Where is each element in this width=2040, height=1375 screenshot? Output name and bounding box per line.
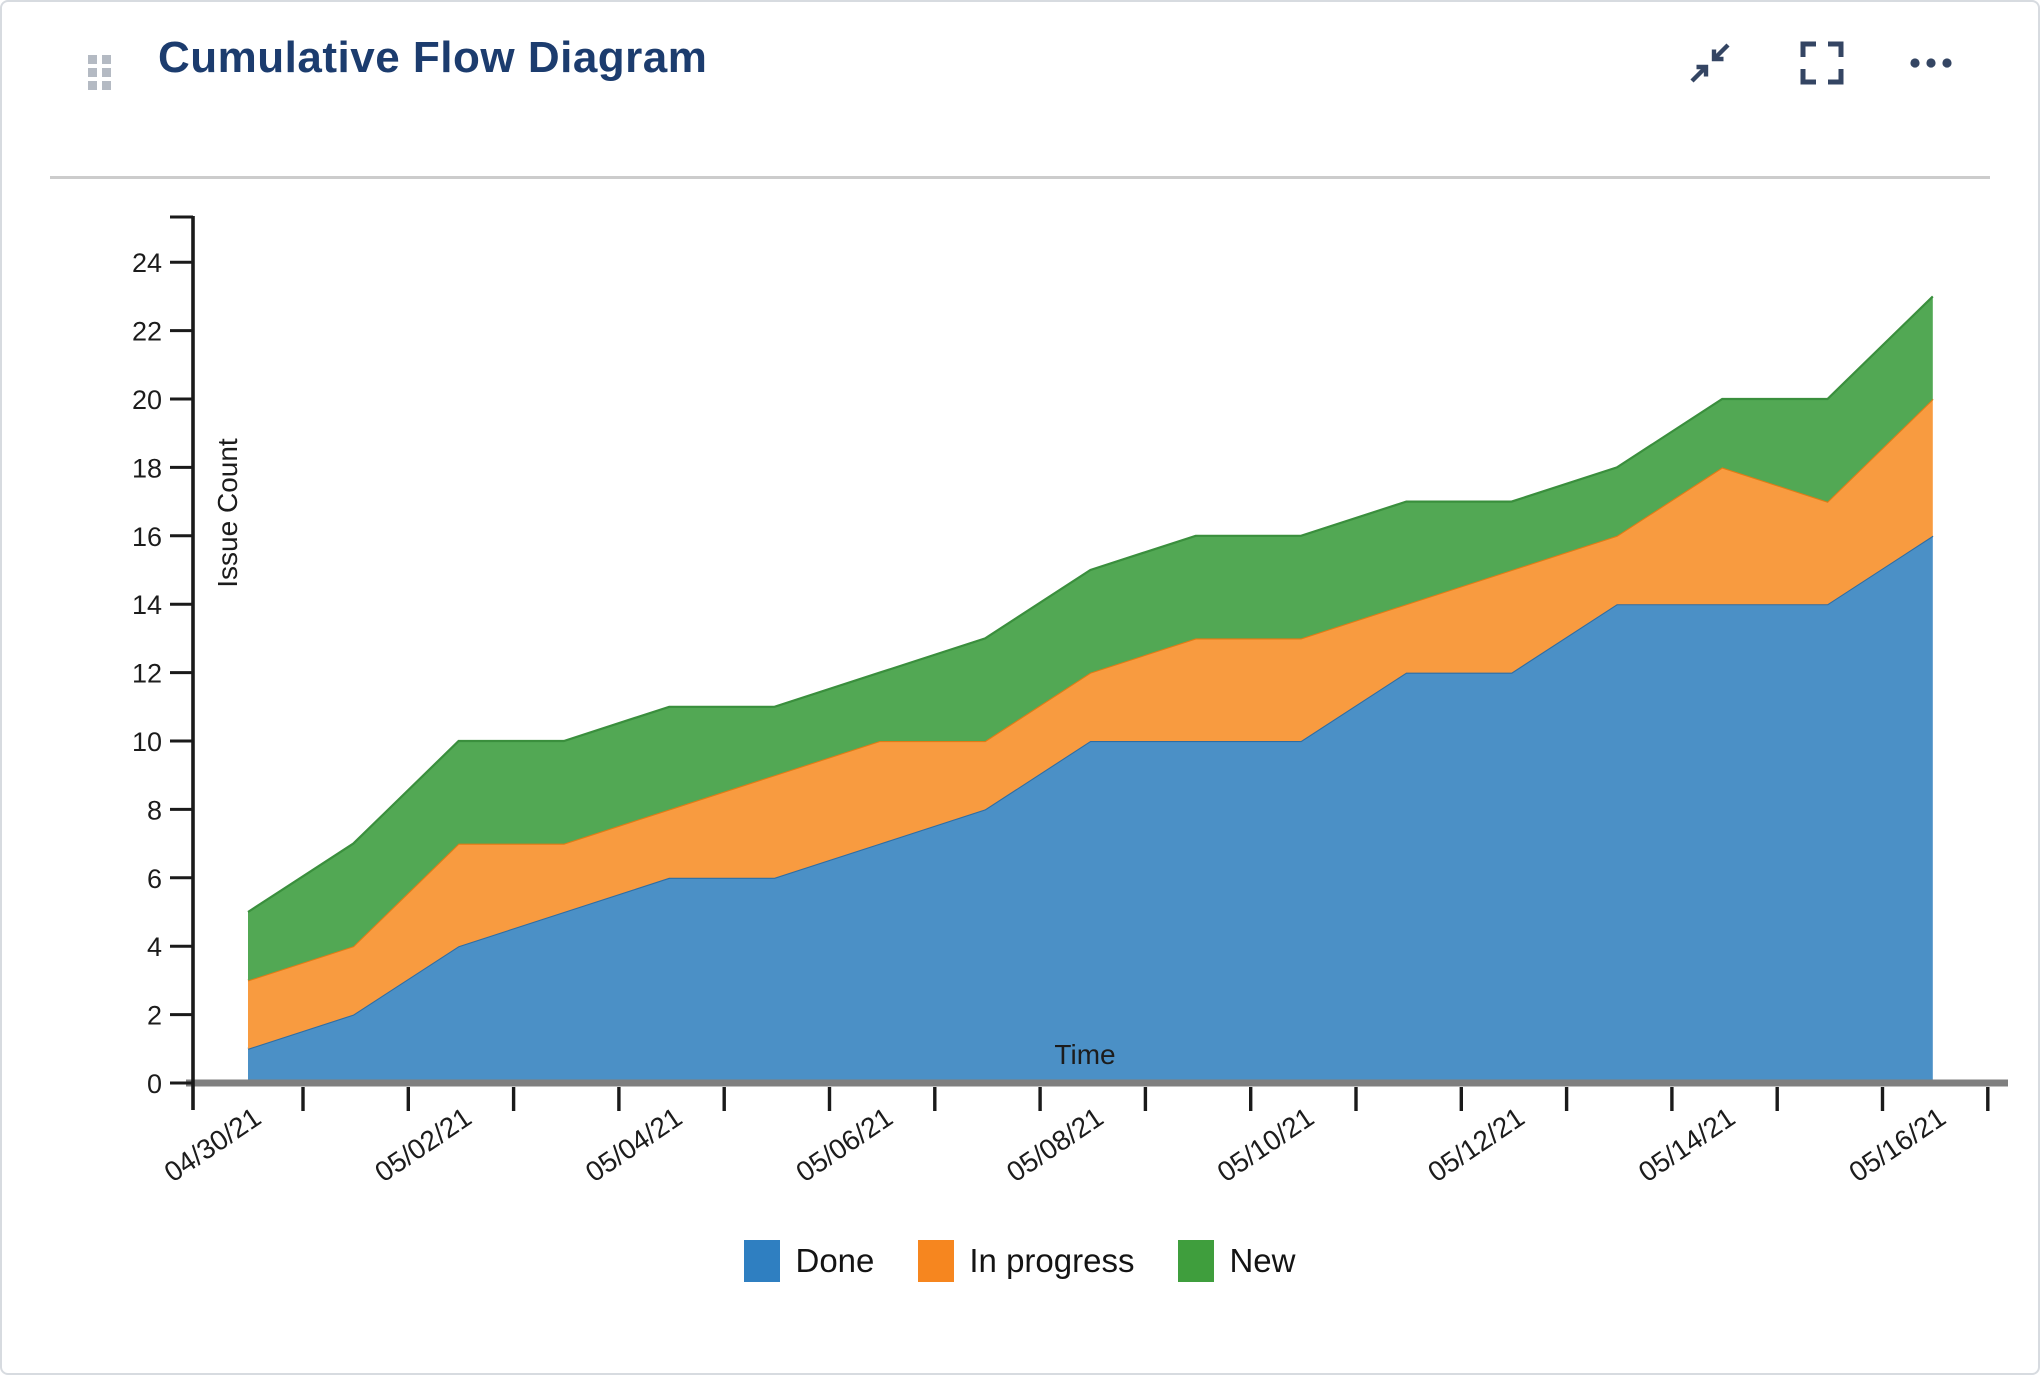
fullscreen-icon[interactable]	[1796, 40, 1848, 86]
x-tick-label: 05/12/21	[1422, 1101, 1530, 1188]
y-tick-label: 22	[132, 317, 162, 347]
chart-legend: Done In progress New	[0, 1240, 2040, 1282]
new-swatch	[1178, 1240, 1215, 1282]
area-new	[248, 296, 1933, 981]
x-tick-label: 05/02/21	[369, 1101, 477, 1188]
gadget-title: Cumulative Flow Diagram	[158, 33, 708, 82]
x-tick-label: 05/10/21	[1212, 1101, 1320, 1188]
x-axis-line	[186, 1079, 2008, 1087]
area-boundary-new	[247, 295, 1934, 913]
y-tick-label: 4	[147, 932, 162, 962]
y-tick-label: 12	[132, 659, 162, 689]
y-tick-label: 2	[147, 1001, 162, 1031]
y-tick-label: 24	[132, 248, 162, 278]
y-tick-label: 6	[147, 864, 162, 894]
x-tick-label: 05/16/21	[1843, 1101, 1951, 1188]
collapse-icon[interactable]	[1684, 40, 1736, 86]
more-options-icon[interactable]	[1906, 40, 1958, 86]
new-label: New	[1229, 1242, 1296, 1279]
y-tick-label: 20	[132, 385, 162, 415]
x-tick-label: 05/06/21	[790, 1101, 898, 1188]
legend-item-done: Done	[744, 1240, 874, 1282]
y-tick-label: 8	[147, 795, 162, 825]
y-tick-label: 18	[132, 453, 162, 483]
x-tick-label: 05/08/21	[1001, 1101, 1109, 1188]
area-in-progress	[248, 399, 1933, 1049]
y-tick-label: 16	[132, 522, 162, 552]
in-progress-swatch	[918, 1240, 955, 1282]
done-swatch	[744, 1240, 781, 1282]
y-axis-title: Issue Count	[212, 438, 243, 588]
y-tick-label: 14	[132, 590, 162, 620]
in-progress-label: In progress	[969, 1242, 1135, 1279]
area-done	[248, 535, 1933, 1081]
x-tick-label: 05/04/21	[580, 1101, 688, 1188]
x-axis-title: Time	[1054, 1039, 1115, 1070]
legend-item-new: New	[1178, 1240, 1296, 1282]
x-tick-label: 04/30/21	[159, 1101, 267, 1188]
drag-handle-icon[interactable]	[88, 55, 111, 90]
done-label: Done	[795, 1242, 875, 1279]
x-tick-label: 05/14/21	[1633, 1101, 1741, 1188]
legend-item-in-progress: In progress	[918, 1240, 1134, 1282]
header-divider	[50, 176, 1990, 179]
y-tick-label: 0	[147, 1069, 162, 1099]
y-tick-label: 10	[132, 727, 162, 757]
